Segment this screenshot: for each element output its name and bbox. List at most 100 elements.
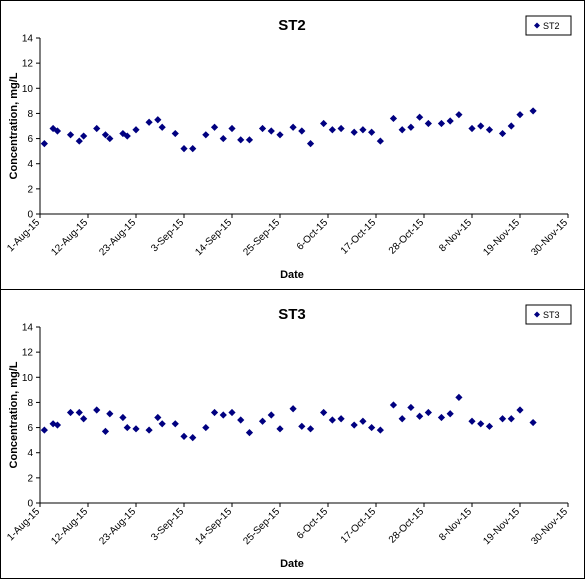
- x-tick-label: 30-Nov-15: [529, 217, 570, 258]
- x-tick-label: 17-Oct-15: [339, 217, 379, 257]
- data-point: [75, 137, 83, 145]
- data-point: [158, 123, 166, 131]
- data-point: [154, 116, 162, 124]
- data-point: [516, 406, 524, 414]
- data-point: [123, 423, 131, 432]
- data-point: [529, 418, 537, 427]
- data-point: [306, 425, 315, 433]
- data-point: [106, 134, 114, 143]
- y-tick-label: 12: [22, 348, 34, 359]
- x-tick-label: 1-Aug-15: [5, 506, 42, 543]
- x-tick-label: 30-Nov-15: [529, 506, 570, 547]
- chart-st2: ST2 0 2 4 6 8 10 12 14 1-Aug-15 12-Aug-15 23-Aug-15…: [1, 1, 584, 290]
- legend-label: ST3: [543, 310, 560, 320]
- data-point: [180, 432, 188, 440]
- x-tick-label: 14-Sep-15: [193, 506, 234, 547]
- data-point: [202, 131, 210, 139]
- y-tick-label: 0: [27, 499, 33, 510]
- y-tick-label: 14: [22, 34, 34, 45]
- data-point: [337, 415, 345, 423]
- x-tick-label: 25-Sep-15: [241, 506, 282, 547]
- y-tick-label: 2: [27, 473, 33, 484]
- chart-title: ST2: [278, 17, 306, 34]
- y-axis-title: Concentration, mg/L: [8, 72, 20, 179]
- x-tick-label: 19-Nov-15: [481, 217, 522, 258]
- data-point: [468, 417, 476, 425]
- data-point: [359, 417, 367, 425]
- y-tick-label: 10: [22, 84, 34, 95]
- data-point: [219, 411, 227, 419]
- x-tick-label: 8-Nov-15: [437, 217, 474, 254]
- data-point: [350, 128, 358, 136]
- data-point: [389, 401, 398, 409]
- data-point: [529, 107, 537, 115]
- data-point: [416, 113, 424, 121]
- data-point: [180, 145, 188, 153]
- data-point: [398, 415, 406, 423]
- data-point: [276, 425, 284, 433]
- data-point: [477, 122, 485, 130]
- x-tick-label: 3-Sep-15: [149, 506, 186, 543]
- data-point: [245, 136, 254, 144]
- x-tick-label: 14-Sep-15: [193, 217, 234, 258]
- x-tick-label: 25-Sep-15: [241, 217, 282, 258]
- data-point: [49, 420, 57, 428]
- x-tick-label: 17-Oct-15: [339, 506, 379, 546]
- data-point: [328, 126, 336, 134]
- data-point: [446, 410, 454, 418]
- chart-title: ST3: [278, 306, 306, 323]
- data-point: [507, 122, 515, 130]
- data-point: [416, 412, 424, 420]
- legend-label: ST2: [543, 21, 560, 31]
- data-point: [468, 124, 476, 133]
- data-point: [289, 405, 297, 413]
- data-point: [455, 393, 463, 401]
- data-point: [171, 129, 179, 138]
- data-point: [237, 416, 245, 424]
- data-point: [40, 426, 48, 434]
- data-point: [337, 124, 345, 133]
- x-tick-label: 28-Oct-15: [387, 506, 427, 546]
- legend-marker: [534, 22, 540, 29]
- chart-st3: ST3 0 2 4 6 8 10 12 14 1-Aug-15 12-Aug-15 23-Aug-15…: [1, 290, 584, 579]
- x-tick-label: 19-Nov-15: [481, 506, 522, 547]
- data-point: [171, 420, 179, 428]
- data-point: [132, 425, 140, 433]
- data-point: [40, 140, 48, 148]
- data-point: [237, 136, 245, 144]
- data-point: [189, 145, 197, 153]
- legend: ST2: [525, 15, 572, 36]
- x-tick-label: 8-Nov-15: [437, 506, 474, 543]
- data-point: [328, 416, 336, 424]
- legend: ST3: [525, 304, 572, 325]
- data-point: [368, 128, 376, 136]
- data-point: [154, 413, 162, 422]
- data-point: [477, 420, 485, 428]
- legend-marker: [534, 311, 540, 318]
- x-tick-label: 6-Oct-15: [295, 217, 331, 253]
- data-point: [228, 124, 236, 133]
- y-tick-label: 10: [22, 373, 34, 384]
- y-tick-label: 6: [27, 423, 33, 434]
- chart-svg: ST3 0 2 4 6 8 10 12 14 1-Aug-15 12-Aug-15 23-Aug-15…: [5, 304, 572, 570]
- legend-box: [525, 304, 572, 325]
- data-point: [376, 137, 384, 145]
- data-point: [210, 123, 219, 131]
- data-point: [93, 124, 101, 133]
- data-point: [132, 126, 140, 134]
- data-point: [75, 408, 83, 417]
- data-point: [289, 123, 297, 131]
- data-point: [437, 413, 446, 422]
- y-axis-title: Concentration, mg/L: [8, 361, 20, 468]
- data-point: [424, 408, 432, 417]
- legend-box: [525, 15, 572, 36]
- y-tick-label: 8: [27, 109, 33, 120]
- data-point: [485, 126, 494, 134]
- y-tick-label: 8: [27, 398, 33, 409]
- x-tick-label: 23-Aug-15: [97, 506, 138, 547]
- data-point: [498, 415, 507, 423]
- data-point: [66, 131, 75, 139]
- data-point: [101, 131, 110, 139]
- y-tick-label: 14: [22, 323, 34, 334]
